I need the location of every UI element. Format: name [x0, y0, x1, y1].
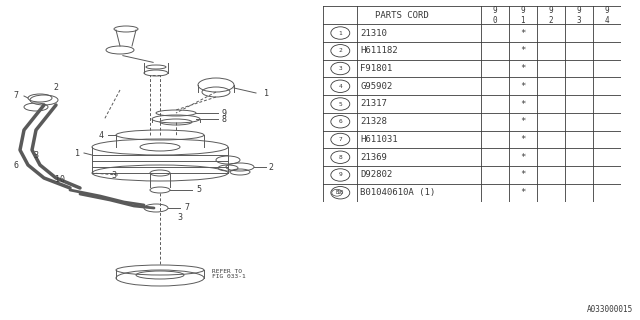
Text: 8: 8: [339, 155, 342, 160]
Text: H611182: H611182: [360, 46, 398, 55]
Text: 9
3: 9 3: [577, 5, 581, 25]
Text: 9: 9: [339, 172, 342, 178]
Text: 8: 8: [221, 115, 227, 124]
Text: REFER TO
FIG 033-1: REFER TO FIG 033-1: [212, 268, 246, 279]
Text: B01040610A (1): B01040610A (1): [360, 188, 436, 197]
Text: 4: 4: [99, 131, 104, 140]
Text: G95902: G95902: [360, 82, 393, 91]
Text: 1: 1: [339, 30, 342, 36]
Text: *: *: [520, 188, 525, 197]
Text: 7: 7: [184, 204, 189, 212]
Text: 10: 10: [337, 190, 344, 195]
Text: *: *: [520, 100, 525, 108]
Text: *: *: [520, 82, 525, 91]
Text: *: *: [520, 46, 525, 55]
Text: *: *: [520, 117, 525, 126]
Text: PARTS CORD: PARTS CORD: [375, 11, 429, 20]
Text: 1: 1: [75, 148, 80, 157]
Text: 6: 6: [339, 119, 342, 124]
Text: F91801: F91801: [360, 64, 393, 73]
Text: *: *: [520, 64, 525, 73]
Text: 10: 10: [55, 175, 65, 185]
Text: 4: 4: [339, 84, 342, 89]
Text: 3: 3: [33, 150, 38, 159]
Text: 9
4: 9 4: [605, 5, 609, 25]
Text: 21328: 21328: [360, 117, 387, 126]
Text: *: *: [520, 135, 525, 144]
Text: 7: 7: [13, 92, 19, 100]
Text: 3: 3: [177, 212, 182, 221]
Text: D92802: D92802: [360, 171, 393, 180]
Text: 21369: 21369: [360, 153, 387, 162]
Text: 9
0: 9 0: [493, 5, 497, 25]
Text: *: *: [520, 153, 525, 162]
Text: B: B: [335, 190, 339, 195]
Text: 21317: 21317: [360, 100, 387, 108]
Text: 6: 6: [13, 161, 19, 170]
Text: *: *: [520, 171, 525, 180]
Text: 7: 7: [339, 137, 342, 142]
Text: 2: 2: [54, 84, 58, 92]
Text: 1: 1: [264, 89, 269, 98]
Text: 21310: 21310: [360, 28, 387, 37]
Text: H611031: H611031: [360, 135, 398, 144]
Text: 2: 2: [339, 48, 342, 53]
Text: *: *: [520, 28, 525, 37]
Text: 9
1: 9 1: [520, 5, 525, 25]
Text: 9
2: 9 2: [548, 5, 553, 25]
Text: A033000015: A033000015: [588, 305, 634, 314]
Text: 9: 9: [221, 108, 227, 117]
Text: 5: 5: [196, 186, 201, 195]
Text: 3: 3: [111, 171, 116, 180]
Text: 2: 2: [268, 163, 273, 172]
Text: 3: 3: [339, 66, 342, 71]
Text: 5: 5: [339, 101, 342, 107]
